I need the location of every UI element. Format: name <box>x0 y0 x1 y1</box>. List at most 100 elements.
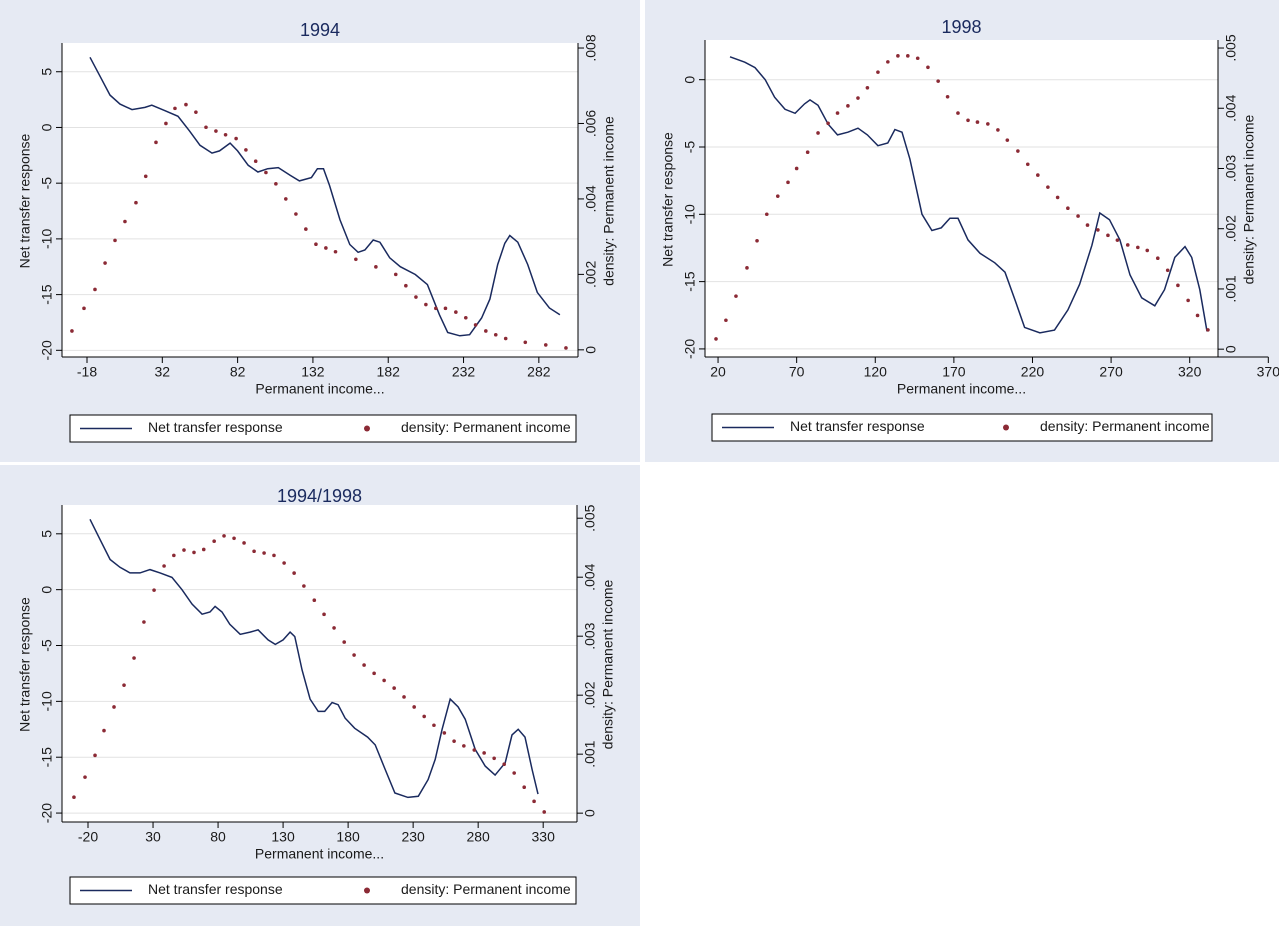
density-point <box>264 170 268 175</box>
density-point <box>443 306 448 311</box>
legend-box <box>711 413 1213 442</box>
y-tick-label: -5 <box>39 639 55 652</box>
y2-tick-label: .004 <box>583 185 599 212</box>
y2-axis-title: density: Permanent income <box>601 116 617 286</box>
y-tick-label: -5 <box>682 141 698 154</box>
density-point <box>201 547 206 552</box>
density-point <box>523 340 528 345</box>
density-point <box>1186 298 1190 303</box>
y-tick-label: -20 <box>39 340 55 360</box>
y2-tick-label: .002 <box>582 681 598 708</box>
density-point <box>392 686 396 690</box>
density-point <box>452 739 456 743</box>
y-tick-label: -10 <box>39 691 55 711</box>
density-point <box>846 104 850 108</box>
density-point <box>302 584 306 588</box>
y-tick-label: -5 <box>39 177 55 190</box>
density-point <box>83 775 87 779</box>
density-point <box>805 150 810 155</box>
density-point <box>956 111 960 115</box>
x-tick-label: 282 <box>527 364 551 380</box>
density-point <box>223 132 228 137</box>
density-point <box>82 306 86 311</box>
density-point <box>143 174 148 179</box>
density-point <box>473 323 478 327</box>
plot-area <box>62 505 577 822</box>
y2-tick-label: .001 <box>582 740 598 767</box>
density-point <box>865 85 870 90</box>
density-point <box>482 751 486 755</box>
density-point <box>1046 185 1050 189</box>
x-tick-label: 80 <box>210 829 226 845</box>
density-point <box>472 748 477 752</box>
density-point <box>93 753 97 758</box>
density-point <box>164 121 168 126</box>
density-point <box>304 227 308 231</box>
density-point <box>1025 162 1030 167</box>
density-point <box>1085 223 1090 227</box>
density-point <box>492 756 496 761</box>
density-point <box>876 70 880 74</box>
x-tick-label: 170 <box>942 364 966 380</box>
density-point <box>755 238 759 243</box>
density-point <box>173 106 177 111</box>
density-point <box>222 534 226 538</box>
density-point <box>402 695 406 699</box>
density-point <box>134 200 138 205</box>
density-point <box>542 810 547 814</box>
legend-label: density: Permanent income <box>401 881 571 897</box>
density-point <box>1115 238 1120 242</box>
y2-tick-label: 0 <box>1223 345 1239 353</box>
x-tick-label: 270 <box>1099 364 1123 380</box>
y2-tick-label: .002 <box>1223 215 1239 242</box>
density-point <box>93 287 97 292</box>
density-point <box>434 306 438 311</box>
y2-tick-label: 0 <box>583 346 599 354</box>
density-point <box>70 329 74 333</box>
density-point <box>714 337 718 341</box>
density-point <box>332 626 336 630</box>
density-point <box>244 148 248 152</box>
density-point <box>262 551 266 555</box>
y2-tick-label: .001 <box>1223 275 1239 302</box>
density-point <box>1125 243 1130 247</box>
density-point <box>204 125 208 130</box>
y-tick-label: -15 <box>39 747 55 767</box>
line-series <box>89 518 539 799</box>
density-point <box>1036 173 1040 177</box>
density-point <box>1145 248 1150 253</box>
density-point <box>422 714 426 719</box>
density-point <box>484 329 488 333</box>
density-point <box>936 79 940 83</box>
y-tick-label: -10 <box>682 204 698 224</box>
density-point <box>142 620 146 624</box>
x-tick-label: 370 <box>1257 364 1279 380</box>
density-point <box>382 678 386 683</box>
plot-area <box>705 40 1218 357</box>
x-tick-label: 220 <box>1021 364 1045 380</box>
density-point <box>322 612 326 617</box>
x-tick-label: 180 <box>336 829 360 845</box>
density-point <box>354 257 358 262</box>
density-point <box>152 588 156 592</box>
legend-label: Net transfer response <box>790 418 925 434</box>
density-point <box>122 683 126 687</box>
y2-axis-title: density: Permanent income <box>600 579 616 749</box>
y-tick-label: -15 <box>39 284 55 304</box>
density-point <box>915 56 920 61</box>
x-tick-label: 232 <box>452 364 476 380</box>
density-point <box>404 283 408 288</box>
x-tick-label: 32 <box>155 364 171 380</box>
density-point <box>1206 328 1210 332</box>
y-axis-title: Net transfer response <box>17 133 33 268</box>
density-point <box>272 553 276 558</box>
density-point <box>172 553 176 558</box>
density-point <box>886 60 890 64</box>
x-tick-label: 132 <box>301 364 325 380</box>
density-point <box>292 571 296 575</box>
density-point <box>522 785 526 789</box>
density-point <box>234 136 238 141</box>
density-point <box>184 102 188 107</box>
density-point <box>72 795 76 800</box>
